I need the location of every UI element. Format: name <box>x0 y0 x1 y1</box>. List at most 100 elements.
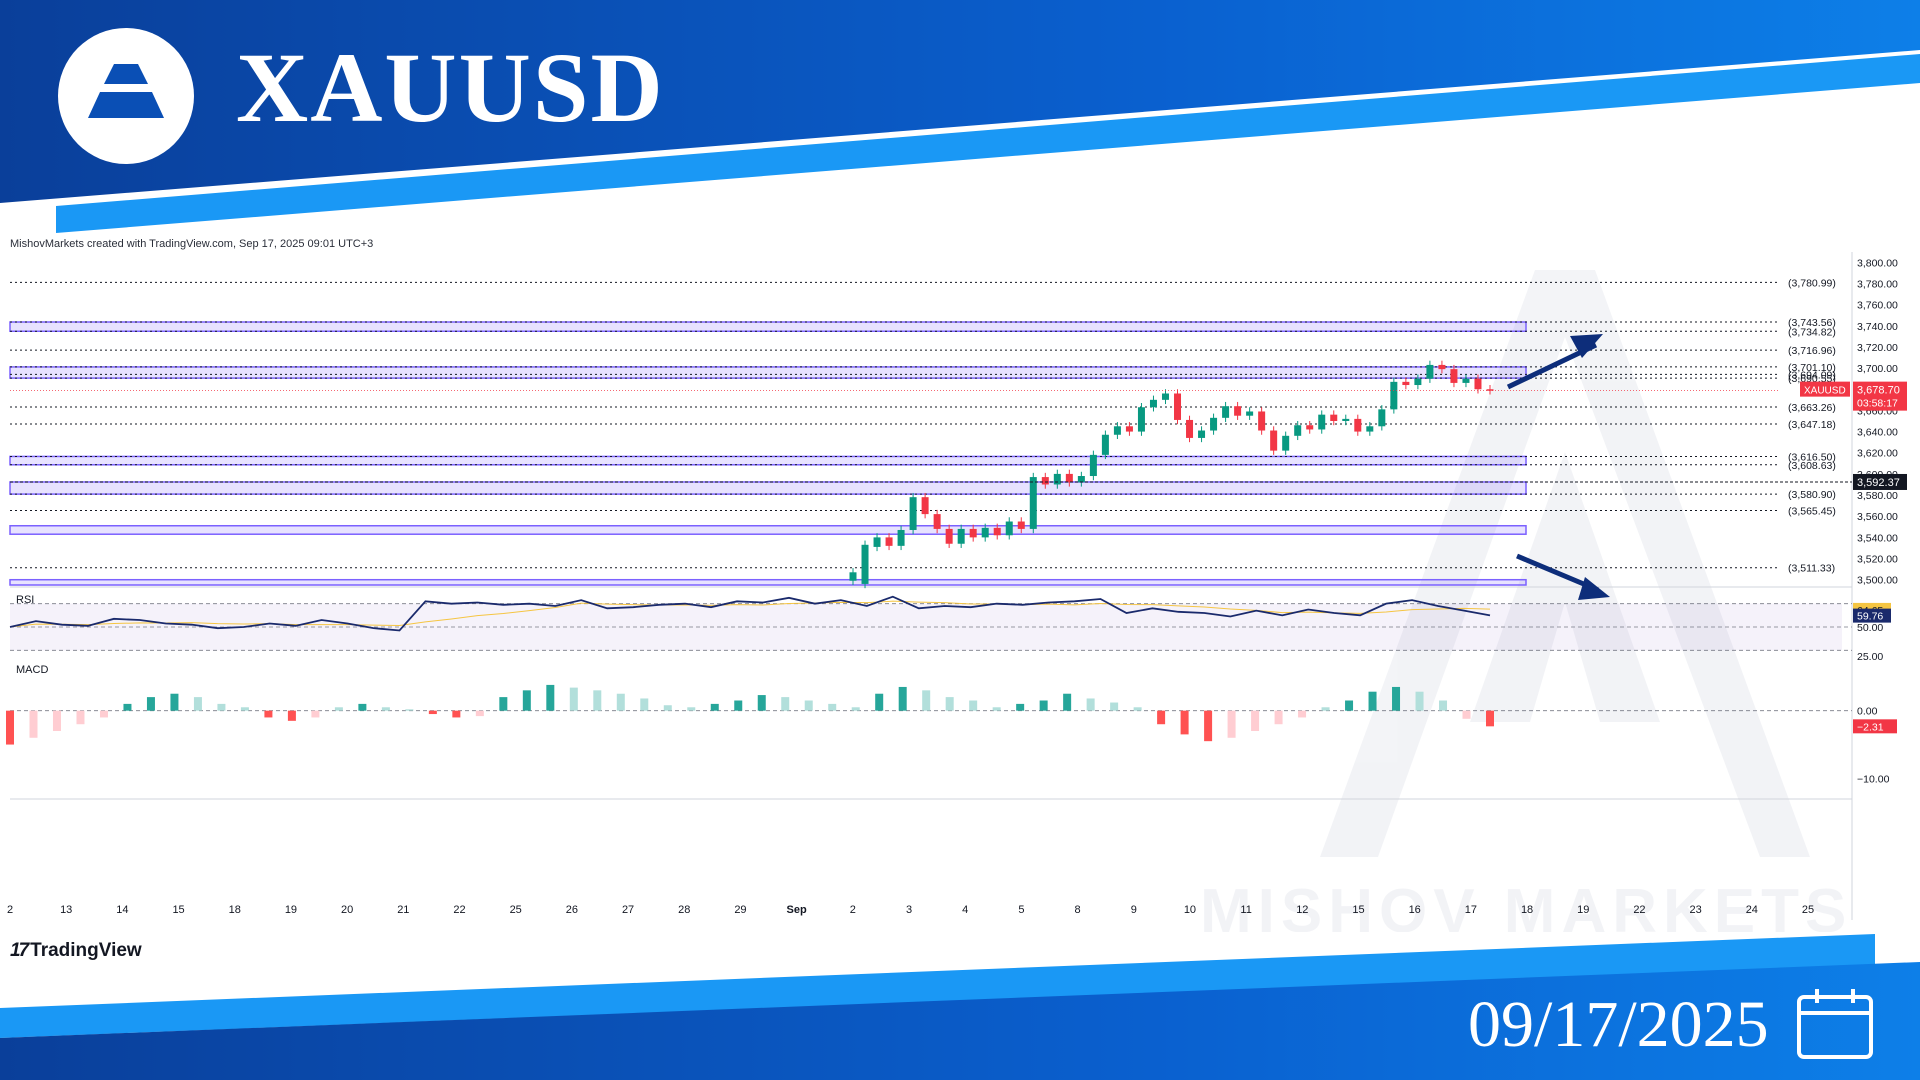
time-tick-label: 19 <box>1577 904 1589 916</box>
time-tick-label: 2 <box>7 904 13 916</box>
candle-body <box>1161 393 1169 400</box>
candle-body <box>1222 406 1230 418</box>
forecast-arrows <box>1506 334 1610 600</box>
time-tick-label: 3 <box>906 904 912 916</box>
candle-body <box>993 527 1001 536</box>
macd-histogram-bar <box>851 707 860 711</box>
price-tick-label: 3,780.00 <box>1857 278 1898 290</box>
macd-histogram-bar <box>969 700 978 711</box>
candle-body <box>1486 389 1494 391</box>
time-tick-label: 18 <box>1521 904 1533 916</box>
time-tick-label: 25 <box>1802 904 1814 916</box>
candle-body <box>1125 426 1133 432</box>
time-tick-label: 23 <box>1690 904 1702 916</box>
rsi-title: RSI <box>16 594 34 606</box>
candle-body <box>1005 521 1013 536</box>
report-date: 09/17/2025 <box>1468 988 1769 1061</box>
price-tick-label: 3,700.00 <box>1857 363 1898 375</box>
macd-histogram-bar <box>1063 693 1072 711</box>
price-tick-label: 3,520.00 <box>1857 554 1898 566</box>
macd-histogram-bar <box>593 690 602 711</box>
macd-histogram-bar <box>381 707 390 711</box>
candle-body <box>1402 381 1410 386</box>
macd-histogram-bar <box>170 693 179 711</box>
candle-body <box>873 537 881 547</box>
candle-body <box>945 528 953 544</box>
macd-histogram-bar <box>922 690 931 711</box>
level-label: (3,608.63) <box>1788 460 1836 472</box>
time-tick-label: 16 <box>1409 904 1421 916</box>
time-axis: 2 13 14 15 18 19 20 21 22 25 26 27 28 29 Sep 2 3 4 5 8 9 10 11… <box>7 904 1814 916</box>
macd-histogram-bar <box>828 703 837 711</box>
time-tick-label: 18 <box>229 904 241 916</box>
macd-histogram-bar <box>640 698 649 711</box>
rsi-line <box>9 595 1491 632</box>
macd-histogram-bar <box>6 710 14 745</box>
time-tick-label: 27 <box>622 904 634 916</box>
header-banner <box>0 0 1920 233</box>
macd-histogram-bar <box>499 697 508 711</box>
candle-body <box>1101 434 1109 455</box>
time-tick-label: 4 <box>962 904 968 916</box>
candle-body <box>1390 381 1398 410</box>
macd-histogram-bar <box>781 697 790 711</box>
price-tick-label: 3,540.00 <box>1857 532 1898 544</box>
candle-body <box>1438 364 1446 370</box>
candle-body <box>1234 406 1242 416</box>
macd-histogram-bar <box>311 710 320 718</box>
macd-histogram-bar <box>1227 710 1236 738</box>
level-label: (3,663.26) <box>1788 402 1836 414</box>
time-tick-label: 28 <box>678 904 690 916</box>
candle-body <box>1029 477 1037 529</box>
cross-price-bg <box>1853 473 1907 490</box>
price-tick-label: 3,580.00 <box>1857 490 1898 502</box>
candle-body <box>861 544 869 584</box>
macd-histogram-bar <box>1180 710 1189 735</box>
supply-demand-zone <box>9 321 1527 333</box>
candle-body <box>1174 393 1182 420</box>
level-label: (3,616.50) <box>1788 451 1836 463</box>
tradingview-logo: 17 TradingView <box>10 940 142 962</box>
candle-body <box>981 527 989 538</box>
time-tick-label: 26 <box>566 904 578 916</box>
rsi-tick: 25.00 <box>1857 651 1883 663</box>
candle-body <box>1342 418 1350 421</box>
countdown-label: 03:58:17 <box>1857 398 1898 410</box>
candle-body <box>1462 378 1470 383</box>
price-tick-label: 3,640.00 <box>1857 427 1898 439</box>
symbol-tag-bg <box>1800 381 1850 397</box>
candle-body <box>1282 435 1290 451</box>
rsi-ma-line <box>9 600 1491 628</box>
arrow-up-head <box>1570 334 1603 358</box>
macd-histogram-bar <box>1345 700 1354 711</box>
candle-body <box>1378 409 1386 427</box>
time-tick-label: 14 <box>116 904 128 916</box>
macd-histogram-bar <box>898 686 907 711</box>
price-tick-label: 3,620.00 <box>1857 448 1898 460</box>
candle-body <box>1258 411 1266 431</box>
macd-histogram-bar <box>1110 702 1119 711</box>
candle-body <box>921 497 929 515</box>
macd-histogram-bar <box>663 705 672 711</box>
macd-histogram-bar <box>1321 707 1330 711</box>
macd-histogram-bar <box>1204 710 1213 742</box>
macd-histogram-bar <box>1392 686 1401 711</box>
time-tick-label: 13 <box>60 904 72 916</box>
candle-body <box>1186 419 1194 438</box>
macd-histogram-bar <box>546 684 555 711</box>
candle-body <box>969 528 977 538</box>
candle-body <box>1149 399 1157 408</box>
candle-body <box>1306 425 1314 430</box>
tradingview-logo-text: TradingView <box>30 940 142 961</box>
candle-body <box>849 572 857 581</box>
candle-body <box>1474 378 1482 390</box>
calendar-icon <box>1797 989 1873 1059</box>
price-tick-label: 3,500.00 <box>1857 575 1898 587</box>
time-tick-label: 2 <box>850 904 856 916</box>
macd-tick: −10.00 <box>1857 773 1890 785</box>
macd-histogram-bar <box>1298 710 1307 718</box>
candle-body <box>1270 430 1278 451</box>
level-label: (3,780.99) <box>1788 277 1836 289</box>
time-tick-label: 8 <box>1075 904 1081 916</box>
